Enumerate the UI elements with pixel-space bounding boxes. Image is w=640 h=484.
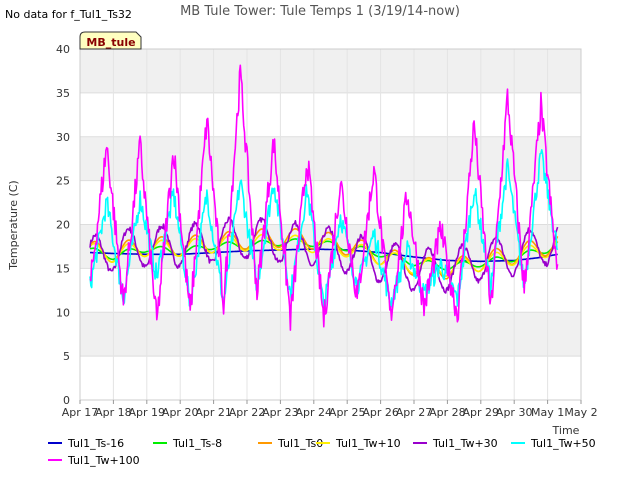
legend-label: Tul1_Tw+10	[335, 437, 401, 450]
legend-label: Tul1_Tw+30	[432, 437, 498, 450]
y-axis-label: Temperature (C)	[7, 180, 20, 270]
x-axis-label: Time	[552, 424, 580, 437]
y-tick-label: 0	[63, 394, 70, 407]
y-tick-label: 5	[63, 350, 70, 363]
x-tick-label: Apr 24	[296, 406, 333, 419]
grid-band	[80, 136, 581, 181]
legend-label: Tul1_Ts0	[277, 437, 323, 450]
series-line-tul1-tw-30	[89, 216, 559, 294]
site-badge-label: MB_tule	[86, 36, 135, 49]
x-tick-label: Apr 19	[129, 406, 166, 419]
series-line-tul1-tw-10	[89, 233, 559, 277]
legend: Tul1_Ts-16 Tul1_Ts-8 Tul1_Ts0 Tul1_Tw+10 Tul…	[48, 437, 596, 467]
grid-band	[80, 49, 581, 93]
y-tick-label: 30	[56, 131, 70, 144]
x-tick-label: Apr 30	[496, 406, 533, 419]
grid-band	[80, 312, 581, 357]
x-tick-label: Apr 29	[463, 406, 500, 419]
site-badge: MB_tule	[79, 31, 142, 50]
y-axis-ticks: 0 5 10 15 20 25 30 35 40	[56, 43, 70, 407]
y-tick-label: 35	[56, 87, 70, 100]
x-tick-label: Apr 22	[229, 406, 266, 419]
x-tick-label: May 2	[564, 406, 597, 419]
series-group	[89, 64, 559, 331]
x-tick-label: Apr 25	[329, 406, 366, 419]
legend-label: Tul1_Ts-8	[172, 437, 222, 450]
plot-frame	[79, 48, 582, 401]
x-tick-label: Apr 20	[162, 406, 199, 419]
legend-label: Tul1_Tw+100	[67, 454, 140, 467]
site-badge-shape	[79, 31, 142, 50]
y-tick-label: 40	[56, 43, 70, 56]
x-tick-label: Apr 21	[195, 406, 232, 419]
series-line-tul1-tw-100	[89, 64, 559, 331]
legend-label: Tul1_Ts-16	[67, 437, 124, 450]
x-tick-label: Apr 17	[62, 406, 99, 419]
y-tick-label: 25	[56, 175, 70, 188]
y-tick-label: 15	[56, 262, 70, 275]
no-data-note: No data for f_Tul1_Ts32	[5, 8, 132, 21]
x-tick-label: Apr 23	[262, 406, 299, 419]
x-tick-label: Apr 26	[362, 406, 399, 419]
x-tick-label: May 1	[531, 406, 564, 419]
x-tick-label: Apr 28	[429, 406, 466, 419]
y-tick-label: 20	[56, 219, 70, 232]
grid-bands	[80, 49, 581, 357]
chart-title: MB Tule Tower: Tule Temps 1 (3/19/14-now…	[180, 4, 460, 19]
x-tick-label: Apr 18	[95, 406, 132, 419]
legend-label: Tul1_Tw+50	[530, 437, 596, 450]
series-line-tul1-ts-16	[90, 248, 558, 263]
x-tick-label: Apr 27	[396, 406, 433, 419]
y-tick-label: 10	[56, 306, 70, 319]
